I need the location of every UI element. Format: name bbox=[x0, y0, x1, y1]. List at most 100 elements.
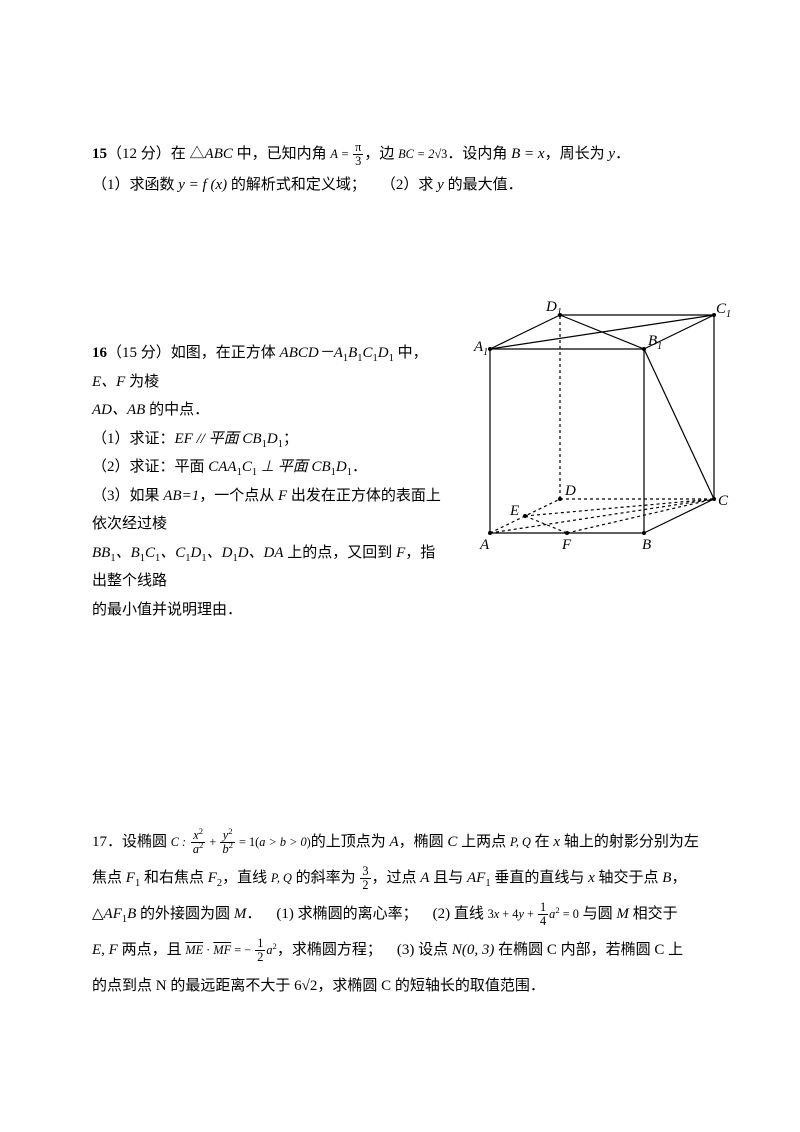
ME-MF: ME · MF bbox=[185, 943, 231, 957]
eq1: = 1(a > b > 0) bbox=[236, 835, 311, 849]
part2-tail: 的最大值． bbox=[444, 177, 523, 193]
F1: F1 bbox=[126, 870, 140, 886]
var-y: y bbox=[608, 146, 615, 162]
text: 在 △ bbox=[171, 146, 205, 162]
expr-A: A = bbox=[330, 147, 352, 161]
problem-number: 15 bbox=[92, 146, 107, 162]
expr-BC: BC = 2 bbox=[398, 147, 434, 161]
p1-stmt: EF // 平面 CB1D1 bbox=[175, 431, 283, 447]
text: 在 bbox=[531, 834, 554, 850]
text: 和右焦点 bbox=[140, 870, 208, 886]
triangle-AF1B: △AF1B bbox=[92, 906, 136, 922]
text: 相交于 bbox=[629, 906, 678, 922]
eq0: = 0 bbox=[560, 907, 579, 921]
p3: (3) 设点 bbox=[397, 942, 452, 958]
text: 如图，在正方体 bbox=[171, 345, 280, 361]
problem-points: （15 分） bbox=[107, 345, 171, 361]
text: 轴交于点 bbox=[595, 870, 663, 886]
label-F: F bbox=[561, 537, 572, 553]
a2: a2 bbox=[549, 907, 559, 921]
p2-a: CAA1C1 bbox=[208, 459, 257, 475]
text: ，直线 bbox=[222, 870, 271, 886]
semi: ； bbox=[283, 431, 298, 447]
label-A: A bbox=[479, 537, 490, 553]
M: M bbox=[234, 906, 247, 922]
F: F bbox=[278, 488, 287, 504]
text: 的点到点 N 的最远距离不大于 bbox=[92, 978, 294, 994]
label-A1: A1 bbox=[473, 339, 488, 358]
label-B: B bbox=[642, 537, 651, 553]
EF: E、F bbox=[92, 374, 125, 390]
text: ，周长为 bbox=[545, 146, 609, 162]
AF1: AF1 bbox=[467, 870, 491, 886]
edges: BB1、B1C1、C1D1、D1D、DA bbox=[92, 545, 284, 561]
line-eq: 3x + 4y + bbox=[488, 907, 537, 921]
problem-15-subparts: （1）求函数 y = f (x) 的解析式和定义域； （2）求 y 的最大值． bbox=[92, 171, 720, 200]
part1-tail: 的解析式和定义域； bbox=[227, 177, 366, 193]
p2-label: （2）求证：平面 bbox=[92, 459, 208, 475]
text: ，椭圆 bbox=[399, 834, 448, 850]
text: ，边 bbox=[364, 146, 398, 162]
M2: M bbox=[616, 906, 629, 922]
problem-number: 17 bbox=[92, 834, 107, 850]
text: 的外接圆为圆 bbox=[136, 906, 234, 922]
AB1: AB=1 bbox=[163, 488, 199, 504]
frac-1-4: 14 bbox=[538, 901, 548, 928]
period: ． bbox=[615, 146, 630, 162]
comma: ， bbox=[671, 870, 686, 886]
C-colon: C : bbox=[171, 835, 186, 849]
text: 中，已知内角 bbox=[233, 146, 331, 162]
text: 的上顶点为 bbox=[311, 834, 390, 850]
six: 6 bbox=[294, 978, 302, 994]
cube-svg: A1 B1 C1 D1 A B C D E F bbox=[470, 289, 730, 559]
text: 上的点，又回到 bbox=[284, 545, 397, 561]
expr-Bx: B = x bbox=[511, 146, 544, 162]
p3-label: （3）如果 bbox=[92, 488, 163, 504]
p1: (1) 求椭圆的离心率； bbox=[276, 906, 417, 922]
part1-label: （1）求函数 bbox=[92, 177, 178, 193]
text: 且与 bbox=[429, 870, 467, 886]
label-D1: D1 bbox=[545, 299, 562, 318]
sqrt2: √2 bbox=[302, 978, 318, 994]
label-C1: C1 bbox=[716, 301, 730, 320]
cube-figure: A1 B1 C1 D1 A B C D E F bbox=[470, 289, 730, 559]
p2: (2) 直线 bbox=[433, 906, 488, 922]
frac-y2b2: y2b2 bbox=[220, 829, 234, 856]
text: 的中点． bbox=[145, 402, 209, 418]
EF: E, F bbox=[92, 942, 118, 958]
p2-b: ⊥ 平面 CB1D1 bbox=[257, 459, 352, 475]
ADAB: AD、AB bbox=[92, 402, 145, 418]
text: 中， bbox=[394, 345, 428, 361]
text: 焦点 bbox=[92, 870, 126, 886]
text: 垂直的直线与 bbox=[491, 870, 589, 886]
eq-neg: = − bbox=[231, 943, 254, 957]
part2-label: （2）求 bbox=[381, 177, 437, 193]
text: ．设椭圆 bbox=[107, 834, 171, 850]
text: ．设内角 bbox=[447, 146, 511, 162]
text: 轴上的射影分别为左 bbox=[560, 834, 699, 850]
frac-pi-3: π3 bbox=[353, 141, 363, 168]
plus: + bbox=[206, 835, 219, 849]
triangle-abc: ABC bbox=[205, 146, 233, 162]
frac-3-2: 32 bbox=[360, 865, 370, 892]
text: 在椭圆 C 内部，若椭圆 C 上 bbox=[494, 942, 683, 958]
text: 与圆 bbox=[579, 906, 617, 922]
text: ，求椭圆 C 的短轴长的取值范围． bbox=[317, 978, 545, 994]
sqrt3: √3 bbox=[434, 147, 447, 161]
cube-label: ABCD－A1B1C1D1 bbox=[280, 345, 394, 361]
F2: F bbox=[396, 545, 405, 561]
C: C bbox=[447, 834, 457, 850]
problem-16-text: 16（15 分）如图，在正方体 ABCD－A1B1C1D1 中，E、F 为棱 A… bbox=[92, 339, 447, 624]
p1-label: （1）求证： bbox=[92, 431, 175, 447]
var-y2: y bbox=[437, 177, 444, 193]
A: A bbox=[389, 834, 398, 850]
label-E: E bbox=[509, 503, 519, 519]
N03: N(0, 3) bbox=[452, 942, 495, 958]
x2: x bbox=[588, 870, 595, 886]
frac-1-2: 12 bbox=[255, 937, 265, 964]
PQ: P, Q bbox=[510, 835, 531, 849]
a2b: a2 bbox=[266, 943, 276, 957]
text: 的斜率为 bbox=[292, 870, 360, 886]
problem-15: 15（12 分）在 △ABC 中，已知内角 A = π3，边 BC = 2√3．… bbox=[92, 140, 720, 199]
PQ2: P, Q bbox=[271, 871, 292, 885]
